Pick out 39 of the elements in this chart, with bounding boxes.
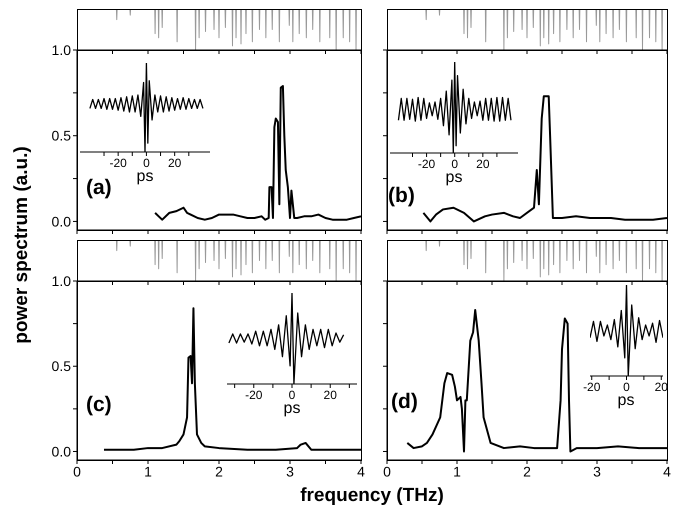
x-tick-label: 0 [73, 464, 82, 480]
annotation: (d) [391, 390, 418, 414]
x-tick-label: 20 [168, 156, 182, 170]
y-tick-label: 0.0 [52, 213, 72, 230]
y-tick-label: 0.0 [52, 443, 72, 460]
x-axis-title: ps [446, 169, 462, 187]
x-axis-title: ps [618, 392, 634, 410]
x-tick-label: 2 [215, 464, 224, 480]
y-tick-label: 0.5 [52, 358, 72, 374]
x-tick-label: 2 [523, 464, 532, 480]
x-tick-label: 0 [143, 156, 150, 170]
x-tick-label: 1 [144, 464, 152, 480]
y-axis-title: power spectrum (a.u.) [11, 146, 33, 344]
x-tick-label: -20 [109, 156, 128, 170]
x-tick-label: 20 [654, 380, 668, 394]
line-series [154, 85, 361, 221]
y-tick-label: 1.0 [52, 42, 72, 58]
x-tick-label: 20 [324, 388, 338, 402]
y-tick-label: 1.0 [52, 272, 72, 289]
x-tick-label: -20 [583, 380, 601, 394]
annotation: (c) [86, 393, 112, 417]
annotation: (a) [86, 176, 112, 200]
annotation: (b) [388, 184, 415, 208]
x-axis-title: frequency (THz) [300, 485, 444, 507]
y-tick-label: 0.5 [52, 128, 72, 144]
x-tick-label: 3 [593, 464, 602, 480]
x-tick-label: 3 [286, 464, 294, 480]
x-tick-label: 0 [451, 157, 458, 171]
x-axis-title: ps [284, 400, 300, 418]
x-tick-label: 0 [623, 380, 630, 394]
x-tick-label: 0 [288, 388, 296, 402]
x-tick-label: 4 [663, 464, 672, 480]
x-tick-label: 4 [357, 464, 366, 480]
x-tick-label: -20 [418, 157, 436, 171]
x-axis-title: ps [136, 168, 154, 186]
x-tick-label: 20 [476, 157, 490, 171]
x-tick-label: -20 [245, 388, 263, 402]
x-tick-label: 1 [453, 464, 462, 480]
x-tick-label: 0 [383, 464, 392, 480]
